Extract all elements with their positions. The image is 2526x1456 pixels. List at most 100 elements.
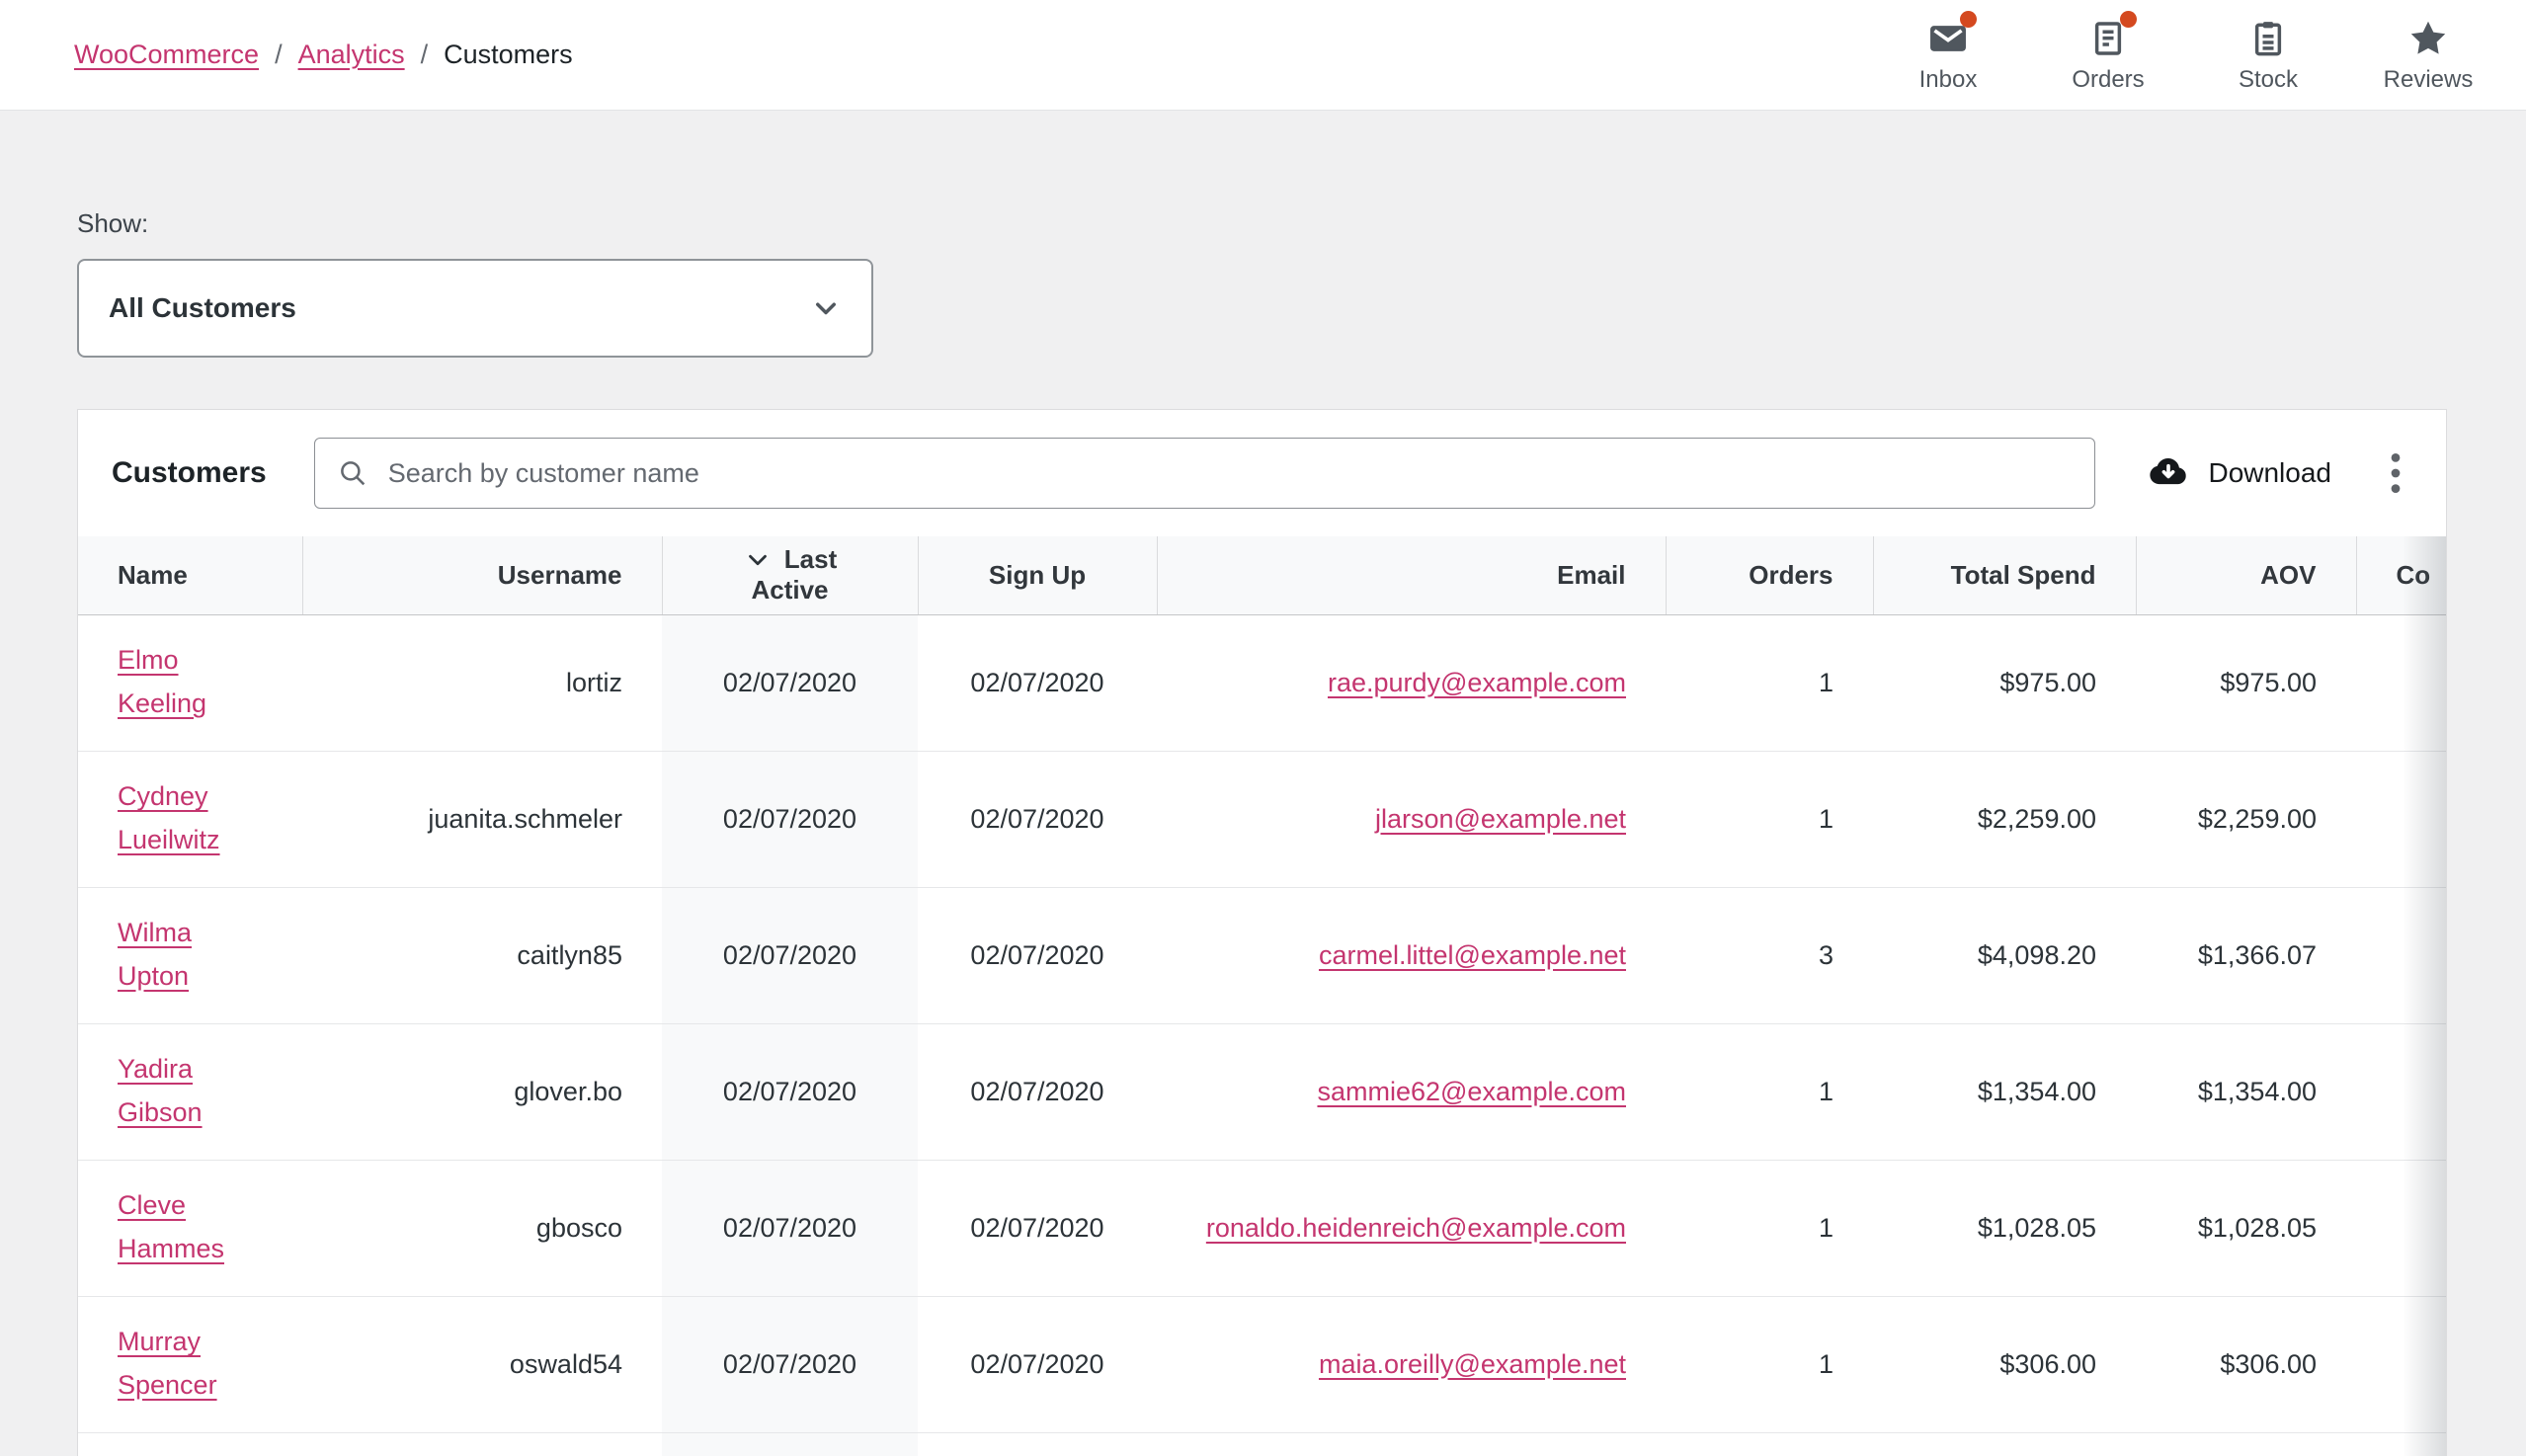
ellipsis-menu-button[interactable] bbox=[2387, 448, 2404, 498]
ellipsis-icon bbox=[2387, 448, 2404, 498]
cell-orders: 1 bbox=[1819, 1349, 1833, 1379]
column-header-label: Username bbox=[498, 560, 622, 590]
customers-table: Name Username Last Active Sign Up Email Order… bbox=[78, 536, 2446, 1456]
breadcrumb-link-analytics[interactable]: Analytics bbox=[298, 40, 405, 70]
tab-orders-label: Orders bbox=[2072, 66, 2144, 94]
table-row: Yadira Gibson glover.bo 02/07/2020 02/07/20… bbox=[78, 1023, 2446, 1160]
cell-aov: $975.00 bbox=[2220, 668, 2317, 697]
search-input[interactable] bbox=[314, 438, 2095, 509]
customer-name-link[interactable]: Murray Spencer bbox=[118, 1321, 263, 1407]
customers-card: Customers Download NameUs bbox=[77, 409, 2447, 1456]
table-row: Cydney Lueilwitz juanita.schmeler 02/07/20… bbox=[78, 751, 2446, 887]
column-header-email[interactable]: Email bbox=[1157, 536, 1666, 614]
cell-username: glover.bo bbox=[514, 1077, 622, 1106]
activity-panel: Inbox Orders Stock bbox=[1868, 17, 2508, 94]
cell-username: lortiz bbox=[566, 668, 622, 697]
cell-username: caitlyn85 bbox=[517, 940, 622, 970]
customer-name-link[interactable]: Cleve Hammes bbox=[118, 1184, 263, 1270]
cell-sign_up: 02/07/2020 bbox=[970, 804, 1103, 834]
cell-orders: 1 bbox=[1819, 1213, 1833, 1243]
customer-email-link[interactable]: jlarson@example.net bbox=[1375, 804, 1626, 834]
stock-icon bbox=[2246, 17, 2290, 60]
filter-label: Show: bbox=[77, 207, 2526, 239]
cell-total_spend: $975.00 bbox=[1999, 668, 2096, 697]
customer-name-link[interactable]: Cydney Lueilwitz bbox=[118, 775, 263, 861]
column-header-username[interactable]: Username bbox=[302, 536, 662, 614]
inbox-icon bbox=[1926, 17, 1970, 60]
orders-icon bbox=[2086, 17, 2130, 60]
tab-stock[interactable]: Stock bbox=[2188, 17, 2348, 94]
cell-orders: 1 bbox=[1819, 1077, 1833, 1106]
column-header-name[interactable]: Name bbox=[78, 536, 302, 614]
orders-badge-dot bbox=[2120, 11, 2137, 28]
customers-table-wrap: Name Username Last Active Sign Up Email Order… bbox=[78, 536, 2446, 1456]
cell-orders: 1 bbox=[1819, 804, 1833, 834]
customer-name-link[interactable]: Elmo Keeling bbox=[118, 639, 263, 725]
card-header: Customers Download bbox=[78, 410, 2446, 536]
table-row: Murray Spenceroswald5402/07/202002/07/20… bbox=[78, 1296, 2446, 1432]
search-box bbox=[314, 438, 2095, 509]
customer-email-link[interactable]: ronaldo.heidenreich@example.com bbox=[1206, 1213, 1626, 1243]
table-row bbox=[78, 1432, 2446, 1456]
column-header-country[interactable]: Co bbox=[2356, 536, 2446, 614]
table-row: Cleve Hammes gbosco 02/07/2020 02/07/2020 ro… bbox=[78, 1160, 2446, 1296]
cell-sign_up: 02/07/2020 bbox=[970, 940, 1103, 970]
cell-total_spend: $2,259.00 bbox=[1978, 804, 2096, 834]
column-header-label: Orders bbox=[1749, 560, 1833, 590]
tab-reviews-label: Reviews bbox=[2384, 66, 2474, 94]
cell-username: juanita.schmeler bbox=[428, 804, 622, 834]
cell-sign_up: 02/07/2020 bbox=[970, 1077, 1103, 1106]
column-header-last_active[interactable]: Last Active bbox=[662, 536, 918, 614]
cell-aov: $1,028.05 bbox=[2198, 1213, 2317, 1243]
customer-email-link[interactable]: maia.oreilly@example.net bbox=[1319, 1349, 1626, 1379]
customer-email-link[interactable]: sammie62@example.com bbox=[1317, 1077, 1626, 1106]
download-button[interactable]: Download bbox=[2146, 450, 2331, 496]
tab-stock-label: Stock bbox=[2239, 66, 2298, 94]
download-label: Download bbox=[2208, 457, 2331, 489]
cell-total_spend: $4,098.20 bbox=[1978, 940, 2096, 970]
column-header-label: AOV bbox=[2260, 560, 2316, 590]
column-header-total_spend[interactable]: Total Spend bbox=[1873, 536, 2136, 614]
search-icon bbox=[336, 456, 369, 490]
cell-orders: 3 bbox=[1819, 940, 1833, 970]
cell-sign_up: 02/07/2020 bbox=[970, 1213, 1103, 1243]
customer-email-link[interactable]: rae.purdy@example.com bbox=[1328, 668, 1626, 697]
tab-inbox-label: Inbox bbox=[1919, 66, 1978, 94]
cell-last_active: 02/07/2020 bbox=[723, 668, 856, 697]
tab-reviews[interactable]: Reviews bbox=[2348, 17, 2508, 94]
customer-email-link[interactable]: carmel.littel@example.net bbox=[1319, 940, 1626, 970]
cloud-download-icon bbox=[2146, 450, 2191, 496]
column-header-label: Co bbox=[2397, 560, 2431, 590]
sort-descending-icon bbox=[743, 545, 773, 575]
table-row: Wilma Uptoncaitlyn8502/07/202002/07/2020… bbox=[78, 887, 2446, 1023]
cell-aov: $1,354.00 bbox=[2198, 1077, 2317, 1106]
breadcrumb-separator: / bbox=[275, 40, 283, 70]
table-row: Elmo Keelinglortiz02/07/202002/07/2020ra… bbox=[78, 614, 2446, 751]
cell-username: oswald54 bbox=[510, 1349, 622, 1379]
table-header-row: Name Username Last Active Sign Up Email Order… bbox=[78, 536, 2446, 614]
tab-orders[interactable]: Orders bbox=[2028, 17, 2188, 94]
cell-last_active: 02/07/2020 bbox=[723, 1213, 856, 1243]
customers-filter-select[interactable]: All Customers bbox=[77, 259, 873, 358]
column-header-aov[interactable]: AOV bbox=[2136, 536, 2356, 614]
column-header-orders[interactable]: Orders bbox=[1666, 536, 1873, 614]
customer-name-link[interactable]: Wilma Upton bbox=[118, 912, 263, 998]
chevron-down-icon bbox=[808, 290, 844, 326]
column-header-sign_up[interactable]: Sign Up bbox=[918, 536, 1157, 614]
analytics-customers-page: Show: All Customers Customers Download bbox=[0, 207, 2526, 1456]
column-header-label: Sign Up bbox=[989, 560, 1086, 590]
cell-aov: $1,366.07 bbox=[2198, 940, 2317, 970]
breadcrumb-separator: / bbox=[421, 40, 429, 70]
cell-username: gbosco bbox=[536, 1213, 622, 1243]
breadcrumb-link-woocommerce[interactable]: WooCommerce bbox=[74, 40, 259, 70]
cell-total_spend: $1,354.00 bbox=[1978, 1077, 2096, 1106]
unread-badge-dot bbox=[1960, 11, 1977, 28]
customer-name-link[interactable]: Yadira Gibson bbox=[118, 1048, 263, 1134]
column-header-label: Name bbox=[118, 560, 188, 590]
column-header-label: Email bbox=[1557, 560, 1625, 590]
breadcrumb: WooCommerce / Analytics / Customers bbox=[74, 40, 573, 70]
cell-last_active: 02/07/2020 bbox=[723, 1077, 856, 1106]
tab-inbox[interactable]: Inbox bbox=[1868, 17, 2028, 94]
cell-last_active: 02/07/2020 bbox=[723, 804, 856, 834]
cell-sign_up: 02/07/2020 bbox=[970, 1349, 1103, 1379]
